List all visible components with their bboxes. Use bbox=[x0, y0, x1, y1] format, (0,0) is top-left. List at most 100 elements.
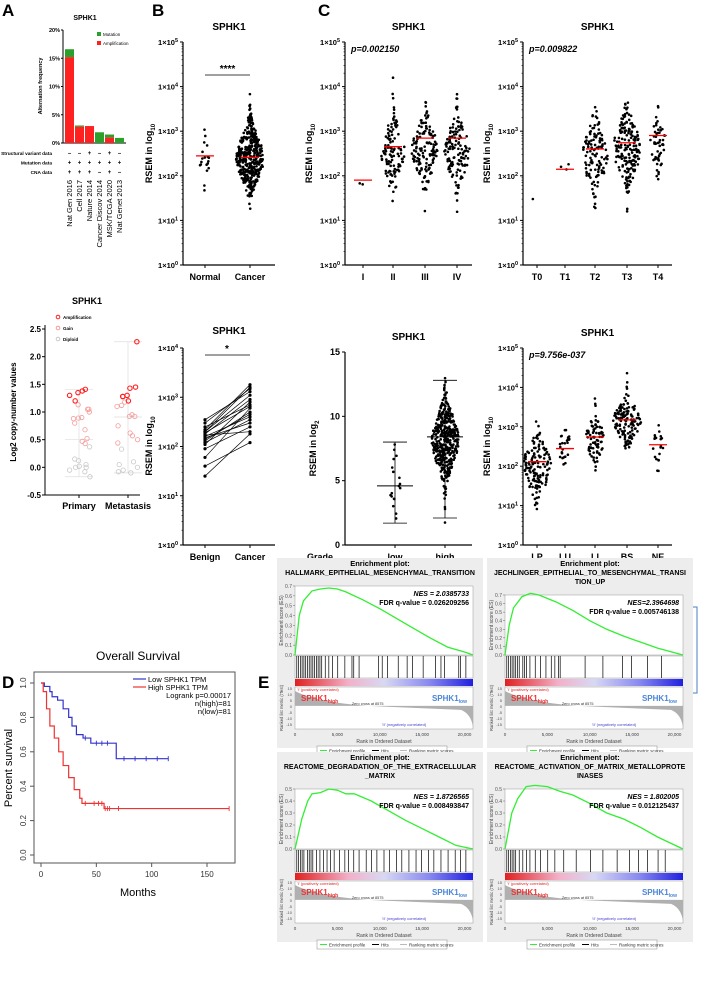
data-point bbox=[653, 141, 656, 144]
x-axis-label: Rank in Ordered Dataset bbox=[566, 739, 622, 745]
y-tick-label: 20% bbox=[49, 28, 60, 34]
data-point bbox=[592, 458, 595, 462]
metric-axis-label: Ranked list metric (tTest) bbox=[279, 684, 284, 731]
y-tick-label: 1×101 bbox=[158, 216, 178, 225]
data-point bbox=[446, 432, 450, 436]
data-point bbox=[414, 141, 418, 145]
data-point bbox=[631, 124, 634, 128]
data-point bbox=[254, 170, 258, 174]
data-point bbox=[621, 117, 625, 121]
data-point bbox=[538, 475, 542, 479]
data-point bbox=[417, 163, 421, 166]
metric-tick-label: 15 bbox=[288, 880, 293, 885]
data-point bbox=[657, 430, 661, 433]
data-point bbox=[593, 135, 596, 138]
p-value: p=0.002150 bbox=[350, 44, 399, 54]
data-point bbox=[659, 126, 662, 129]
data-point bbox=[535, 484, 539, 487]
data-point bbox=[420, 119, 423, 122]
metric-tick-label: 10 bbox=[498, 692, 503, 697]
data-point bbox=[625, 443, 628, 447]
data-point bbox=[626, 101, 630, 104]
data-point bbox=[402, 155, 406, 158]
data-point bbox=[635, 416, 639, 420]
data-point bbox=[200, 160, 203, 164]
data-point bbox=[444, 380, 447, 384]
data-point bbox=[240, 147, 244, 151]
data-point bbox=[448, 131, 452, 135]
data-point bbox=[460, 175, 463, 178]
data-point bbox=[595, 163, 599, 167]
data-point bbox=[254, 129, 257, 132]
data-point bbox=[659, 435, 663, 438]
data-point bbox=[424, 126, 428, 130]
x-tick-label: 0 bbox=[504, 926, 507, 931]
data-point bbox=[428, 133, 432, 136]
data-point bbox=[617, 136, 621, 140]
data-point bbox=[249, 141, 253, 145]
y-tick-label: 0.3 bbox=[495, 811, 502, 817]
data-point bbox=[457, 147, 460, 151]
hits-area bbox=[294, 655, 474, 679]
data-point bbox=[624, 159, 628, 163]
data-point bbox=[258, 159, 262, 162]
point-cancer bbox=[248, 386, 252, 391]
data-point bbox=[593, 154, 597, 157]
data-point bbox=[456, 431, 460, 434]
data-point bbox=[585, 172, 588, 175]
data-point bbox=[248, 172, 252, 175]
data-point bbox=[447, 405, 451, 408]
metric-tick-label: -10 bbox=[496, 716, 503, 721]
data-point bbox=[546, 460, 550, 463]
x-tick-label: 100 bbox=[145, 870, 159, 879]
data-point bbox=[246, 175, 250, 178]
data-point bbox=[445, 438, 448, 441]
point-benign bbox=[203, 421, 207, 425]
category-label: Cancer bbox=[235, 552, 266, 562]
x-tick-label: 10,000 bbox=[583, 732, 597, 737]
category-label: Primary bbox=[62, 501, 96, 511]
data-point bbox=[637, 416, 641, 420]
data-point bbox=[597, 132, 600, 135]
data-point bbox=[527, 451, 531, 455]
data-point bbox=[434, 422, 438, 425]
data-point bbox=[389, 137, 392, 141]
rank-color-bar bbox=[505, 679, 683, 686]
y-tick-label: 1×103 bbox=[158, 127, 178, 136]
data-point bbox=[436, 431, 440, 434]
data-point bbox=[248, 108, 251, 112]
data-point bbox=[655, 168, 659, 172]
data-point bbox=[619, 143, 623, 147]
data-point bbox=[624, 422, 627, 426]
data-point bbox=[624, 399, 628, 403]
data-point bbox=[450, 175, 454, 178]
metric-axis-label: Ranked list metric (tTest) bbox=[489, 684, 494, 731]
x-tick-label: 15,000 bbox=[625, 732, 639, 737]
point-gain bbox=[82, 427, 88, 433]
data-point bbox=[656, 150, 659, 153]
data-point bbox=[398, 486, 402, 490]
data-point bbox=[627, 118, 631, 122]
data-point bbox=[444, 476, 448, 479]
data-point bbox=[448, 427, 452, 431]
data-point bbox=[249, 139, 252, 143]
y-tick-label: 0.8 bbox=[19, 711, 28, 723]
data-point bbox=[394, 185, 398, 189]
data-point bbox=[592, 451, 595, 454]
point-gain bbox=[75, 402, 81, 408]
legend-label: Hits bbox=[381, 943, 389, 948]
y-axis-label: RSEM in log10 bbox=[144, 123, 157, 183]
data-point bbox=[390, 155, 394, 159]
fdr-value: FDR q-value = 0.012125437 bbox=[589, 803, 679, 810]
data-point bbox=[391, 504, 395, 508]
data-point bbox=[440, 429, 444, 433]
data-point bbox=[455, 199, 459, 202]
point-gain bbox=[84, 435, 90, 442]
point-cancer bbox=[248, 397, 252, 402]
data-point bbox=[622, 411, 626, 414]
point-cancer bbox=[248, 390, 252, 394]
data-point bbox=[594, 427, 597, 430]
data-point bbox=[597, 128, 601, 131]
data-point bbox=[432, 433, 436, 436]
